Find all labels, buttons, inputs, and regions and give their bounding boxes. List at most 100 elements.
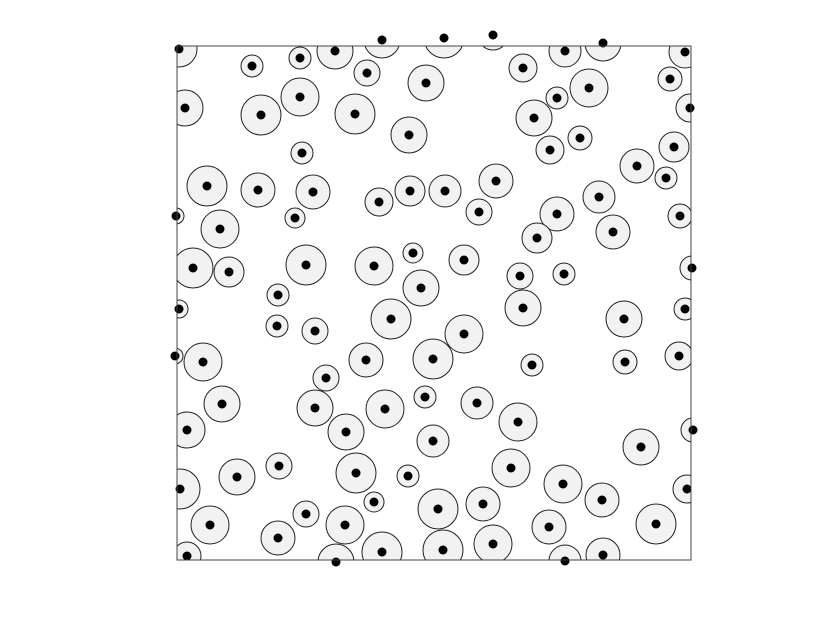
center-dot xyxy=(340,520,350,530)
center-dot xyxy=(619,314,629,324)
center-dot xyxy=(515,271,525,281)
plot-frame xyxy=(176,45,692,561)
center-dot xyxy=(290,213,300,223)
center-dot xyxy=(597,495,607,505)
center-dot xyxy=(217,399,227,409)
center-dot xyxy=(380,404,390,414)
center-dot xyxy=(232,472,242,482)
center-dot xyxy=(438,545,448,555)
center-dot xyxy=(428,354,438,364)
zone-circle xyxy=(680,417,691,443)
center-dot xyxy=(247,61,257,71)
center-dot xyxy=(532,233,542,243)
center-dot xyxy=(488,30,498,40)
center-dot xyxy=(351,468,361,478)
center-dot xyxy=(341,427,351,437)
center-dot xyxy=(560,556,570,566)
center-dot xyxy=(488,539,498,549)
zone-circle xyxy=(585,537,621,560)
center-dot xyxy=(171,211,181,221)
center-dot xyxy=(661,173,671,183)
center-dot xyxy=(174,304,184,314)
center-dot xyxy=(518,63,528,73)
center-dot xyxy=(598,550,608,560)
center-dot xyxy=(273,290,283,300)
center-dot xyxy=(545,145,555,155)
zone-circle xyxy=(177,468,201,510)
center-dot xyxy=(674,351,684,361)
center-dot xyxy=(274,461,284,471)
center-dot xyxy=(491,176,501,186)
center-dot xyxy=(377,35,387,45)
center-dot xyxy=(598,38,608,48)
zone-circle xyxy=(316,46,354,70)
zone-circle xyxy=(584,46,622,62)
center-dot xyxy=(594,192,604,202)
center-dot xyxy=(272,321,282,331)
center-dot xyxy=(198,357,208,367)
center-dot xyxy=(170,351,180,361)
center-dot xyxy=(440,186,450,196)
zone-circle xyxy=(425,46,463,59)
center-dot xyxy=(253,185,263,195)
zone-circle xyxy=(548,544,582,560)
center-dot xyxy=(295,92,305,102)
center-dot xyxy=(474,207,484,217)
center-dot xyxy=(404,130,414,140)
zone-circle xyxy=(361,531,403,560)
center-dot xyxy=(669,142,679,152)
center-dot xyxy=(651,519,661,529)
zone-circle xyxy=(672,474,691,504)
center-dot xyxy=(180,103,190,113)
center-dot xyxy=(374,197,384,207)
center-dot xyxy=(369,261,379,271)
center-dot xyxy=(552,209,562,219)
center-dot xyxy=(175,484,185,494)
center-dot xyxy=(685,103,695,113)
center-dot xyxy=(256,110,266,120)
center-dot xyxy=(675,211,685,221)
center-dot xyxy=(301,509,311,519)
center-dot xyxy=(224,267,234,277)
center-dot xyxy=(273,533,283,543)
center-dot xyxy=(362,68,372,78)
center-dot xyxy=(361,355,371,365)
center-dot xyxy=(330,46,340,56)
center-dot xyxy=(518,303,528,313)
center-dot xyxy=(558,479,568,489)
center-dot xyxy=(472,398,482,408)
zone-circle xyxy=(679,255,691,281)
center-dot xyxy=(420,392,430,402)
zone-circle xyxy=(548,46,582,68)
center-dot xyxy=(297,148,307,158)
center-dot xyxy=(529,113,539,123)
center-dot xyxy=(205,520,215,530)
center-dot xyxy=(416,283,426,293)
zone-circle xyxy=(675,93,691,123)
center-dot xyxy=(188,263,198,273)
zone-circle xyxy=(482,46,504,51)
center-dot xyxy=(310,403,320,413)
zone-circle xyxy=(364,46,400,59)
center-dot xyxy=(687,263,697,273)
center-dot xyxy=(301,260,311,270)
center-dot xyxy=(560,46,570,56)
center-dot xyxy=(295,53,305,63)
center-dot xyxy=(608,227,618,237)
center-dot xyxy=(620,357,630,367)
zone-circle xyxy=(317,543,355,560)
center-dot xyxy=(428,436,438,446)
center-dot xyxy=(308,187,318,197)
center-dot xyxy=(552,93,562,103)
center-dot xyxy=(682,484,692,494)
center-dot xyxy=(369,497,379,507)
center-dot xyxy=(459,255,469,265)
center-dot xyxy=(405,186,415,196)
circle-layer xyxy=(177,46,691,560)
center-dot xyxy=(331,557,341,567)
center-dot xyxy=(408,248,418,258)
center-dot xyxy=(459,329,469,339)
center-dot xyxy=(182,425,192,435)
center-dot xyxy=(527,360,537,370)
center-dot xyxy=(544,522,554,532)
